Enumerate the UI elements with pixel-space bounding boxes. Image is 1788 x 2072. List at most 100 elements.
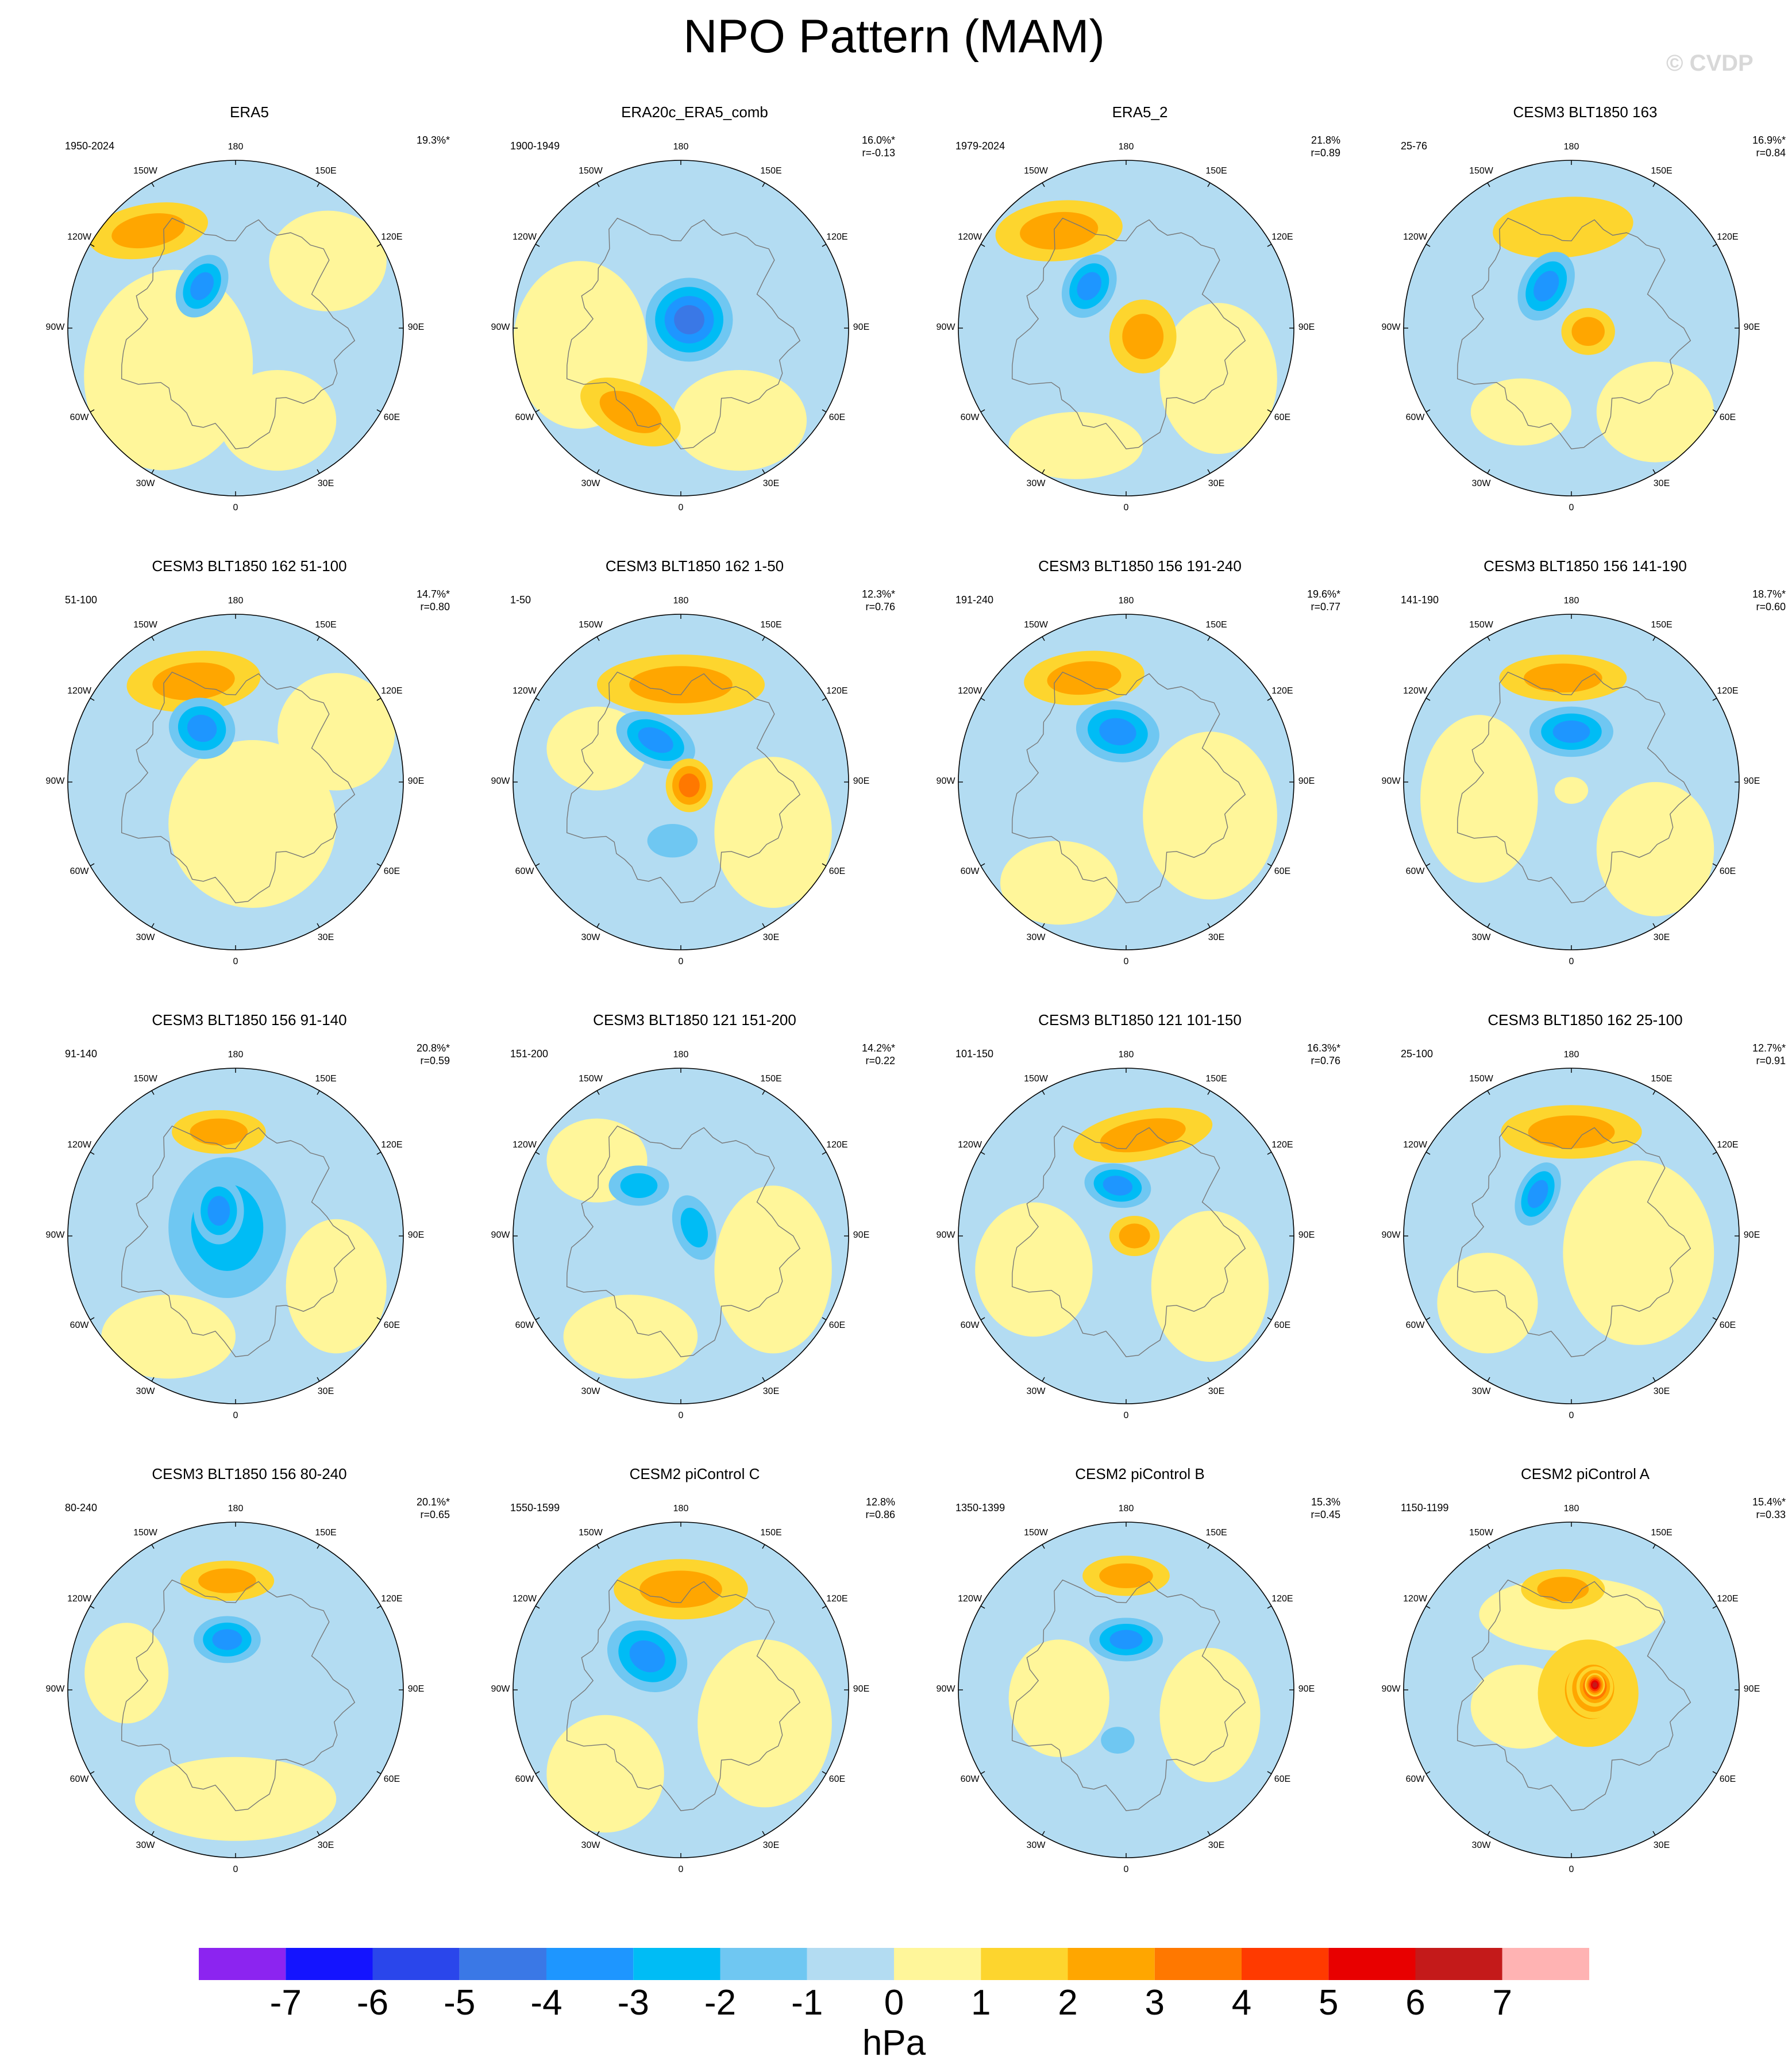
- longitude-label: 30W: [581, 932, 600, 942]
- map-tick: [762, 636, 765, 641]
- anomaly-positive-weak: [672, 370, 807, 471]
- map-tick: [317, 1090, 320, 1095]
- colorbar-tick-label: 1: [971, 1983, 991, 2023]
- map-tick: [980, 1771, 985, 1774]
- colorbar-segment: [720, 1948, 807, 1980]
- longitude-label: 90E: [853, 1230, 870, 1240]
- longitude-label: 30W: [136, 1386, 155, 1396]
- polar-map: [67, 614, 404, 950]
- map-tick: [1207, 1544, 1211, 1549]
- map-background: [68, 1522, 403, 1858]
- map-tick: [762, 182, 765, 187]
- longitude-label: 30W: [1026, 478, 1046, 488]
- longitude-label: 90E: [1298, 1684, 1315, 1694]
- longitude-label: 90W: [1381, 1684, 1401, 1694]
- map-tick: [596, 923, 600, 928]
- longitude-label: 90W: [491, 1684, 510, 1694]
- longitude-label: 60W: [70, 1774, 89, 1784]
- longitude-label: 0: [678, 1411, 684, 1420]
- map-tick: [1207, 182, 1211, 187]
- longitude-label: 60E: [383, 413, 400, 422]
- longitude-label: 0: [1569, 1411, 1574, 1420]
- panel-variance: 21.8%: [1311, 134, 1340, 146]
- longitude-label: 30W: [136, 478, 155, 488]
- polar-map: [67, 1068, 404, 1404]
- map-tick: [376, 1771, 382, 1774]
- longitude-label: 90E: [1298, 776, 1315, 786]
- anomaly-negative: [1101, 1727, 1135, 1754]
- colorbar-tick-label: -4: [530, 1983, 562, 2023]
- anomaly-positive-weak: [1143, 731, 1277, 900]
- anomaly-positive-weak: [1420, 715, 1538, 883]
- longitude-label: 60W: [70, 413, 89, 422]
- map-tick: [90, 1605, 95, 1609]
- map-tick: [1267, 244, 1272, 247]
- longitude-label: 90W: [936, 1230, 955, 1240]
- map-panel: CESM3 BLT1850 156 141-190 141-190 18.7%* r=…: [1362, 556, 1788, 1012]
- map-tick: [1652, 1377, 1656, 1382]
- map-tick: [317, 1544, 320, 1549]
- anomaly-positive-weak: [84, 1623, 169, 1724]
- longitude-label: 60E: [1274, 866, 1291, 876]
- map-tick: [317, 469, 320, 474]
- longitude-label: 120W: [958, 1140, 982, 1150]
- longitude-label: 180: [1118, 596, 1134, 606]
- colorbar-segment: [807, 1948, 894, 1980]
- longitude-label: 150E: [1205, 1528, 1227, 1538]
- longitude-label: 60W: [960, 866, 980, 876]
- longitude-label: 30E: [317, 1386, 334, 1396]
- colorbar-segment: [459, 1948, 546, 1980]
- longitude-label: 120E: [1717, 686, 1739, 696]
- longitude-label: 30W: [1471, 1386, 1491, 1396]
- longitude-label: 120W: [67, 1140, 91, 1150]
- longitude-label: 150E: [1205, 620, 1227, 630]
- panel-correlation: r=0.91: [1756, 1055, 1786, 1066]
- panel-correlation: r=0.33: [1756, 1509, 1786, 1520]
- anomaly-positive-weak: [563, 1295, 698, 1379]
- longitude-label: 90E: [407, 1230, 425, 1240]
- anomaly-positive-weak: [84, 269, 253, 471]
- map-tick: [1487, 1831, 1490, 1836]
- map-tick: [762, 1377, 765, 1382]
- panel-correlation: r=0.80: [420, 601, 450, 613]
- map-tick: [90, 244, 95, 247]
- anomaly-negative: [1077, 272, 1102, 301]
- longitude-label: 90E: [407, 1684, 425, 1694]
- longitude-label: 90W: [491, 1230, 510, 1240]
- map-panel: CESM3 BLT1850 156 91-140 91-140 20.8%* r=0.…: [26, 1010, 473, 1466]
- longitude-label: 30W: [1471, 478, 1491, 488]
- map-tick: [1712, 244, 1717, 247]
- longitude-label: 0: [233, 1865, 238, 1874]
- panel-period: 1979-2024: [955, 140, 1005, 152]
- longitude-label: 120E: [826, 1594, 848, 1604]
- panel-variance: 16.3%*: [1307, 1042, 1340, 1054]
- longitude-label: 60W: [1405, 1774, 1425, 1784]
- map-tick: [376, 1151, 382, 1155]
- map-tick: [90, 1771, 95, 1774]
- anomaly-positive: [1571, 317, 1605, 346]
- longitude-label: 150W: [133, 1074, 157, 1084]
- map-tick: [535, 1151, 540, 1155]
- anomaly-positive: [1119, 1223, 1150, 1249]
- polar-map: [958, 1522, 1294, 1858]
- longitude-label: 150E: [1651, 166, 1673, 176]
- panel-title: CESM3 BLT1850 156 141-190: [1483, 557, 1687, 575]
- longitude-label: 120W: [1403, 686, 1427, 696]
- colorbar-segment: [633, 1948, 720, 1980]
- map-tick: [151, 1544, 155, 1549]
- longitude-label: 180: [673, 142, 689, 152]
- longitude-label: 60W: [70, 1320, 89, 1330]
- longitude-label: 90E: [1743, 1684, 1760, 1694]
- map-tick: [822, 409, 827, 413]
- map-tick: [1207, 469, 1211, 474]
- longitude-label: 150W: [1024, 620, 1048, 630]
- anomaly-positive-weak: [1000, 841, 1118, 925]
- map-tick: [1652, 1544, 1656, 1549]
- colorbar-tick-label: 5: [1319, 1983, 1339, 2023]
- panel-variance: 12.8%: [865, 1496, 895, 1508]
- map-tick: [596, 1831, 600, 1836]
- anomaly-positive-weak: [1159, 1648, 1261, 1782]
- map-tick: [980, 1151, 985, 1155]
- map-tick: [822, 1605, 827, 1609]
- longitude-label: 30E: [1653, 932, 1670, 942]
